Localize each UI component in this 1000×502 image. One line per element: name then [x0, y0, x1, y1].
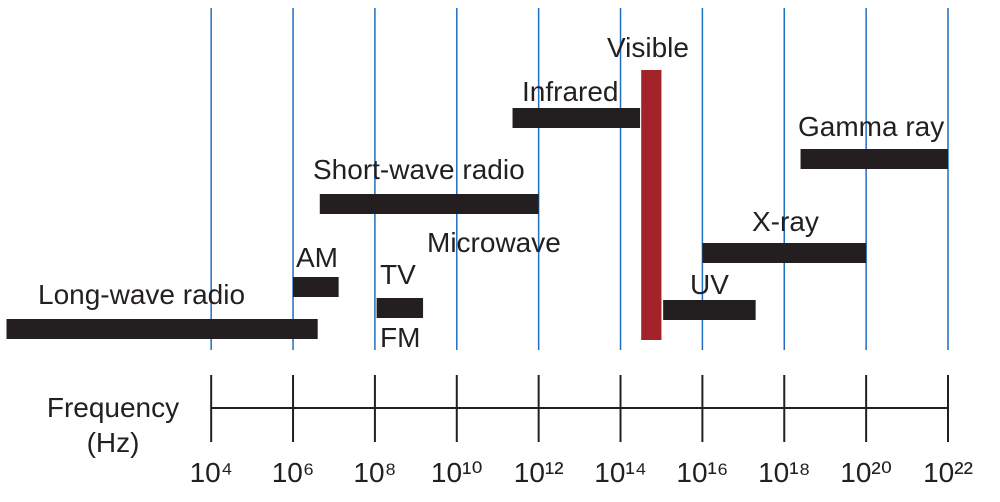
x-tick-label: 10¹⁰	[431, 457, 483, 488]
band-bar	[641, 70, 662, 340]
x-tick-label: 10¹²	[514, 457, 564, 488]
x-tick-label: 10⁴	[190, 457, 233, 488]
band-bar	[319, 194, 539, 214]
band-label: Microwave	[427, 227, 561, 258]
band-bar	[293, 277, 339, 297]
band-label: Infrared	[522, 76, 619, 107]
band-bar	[6, 319, 318, 339]
band-bar	[702, 243, 867, 263]
band-label: Visible	[607, 32, 689, 63]
x-axis-label: Frequency (Hz)	[46, 392, 180, 458]
band-label: Long-wave radio	[38, 279, 245, 310]
band-label: AM	[296, 242, 338, 273]
band-bar	[800, 149, 948, 169]
x-tick-label: 10¹⁶	[676, 457, 728, 488]
x-tick-label: 10¹⁸	[758, 457, 810, 488]
x-tick-label: 10²⁰	[840, 457, 892, 488]
x-tick-label: 10¹⁴	[594, 457, 647, 488]
band-label: UV	[690, 269, 729, 300]
band-bar	[512, 108, 641, 128]
band-label: FM	[380, 322, 420, 353]
band-label: Short-wave radio	[313, 154, 525, 185]
band-label: Gamma ray	[798, 111, 944, 142]
band-label: TV	[380, 259, 416, 290]
band-bar	[663, 300, 756, 320]
band-bar	[376, 298, 424, 318]
x-tick-label: 10⁸	[353, 457, 396, 488]
x-tick-label: 10²²	[923, 457, 973, 488]
x-tick-label: 10⁶	[272, 457, 315, 488]
band-label: X-ray	[752, 206, 819, 237]
